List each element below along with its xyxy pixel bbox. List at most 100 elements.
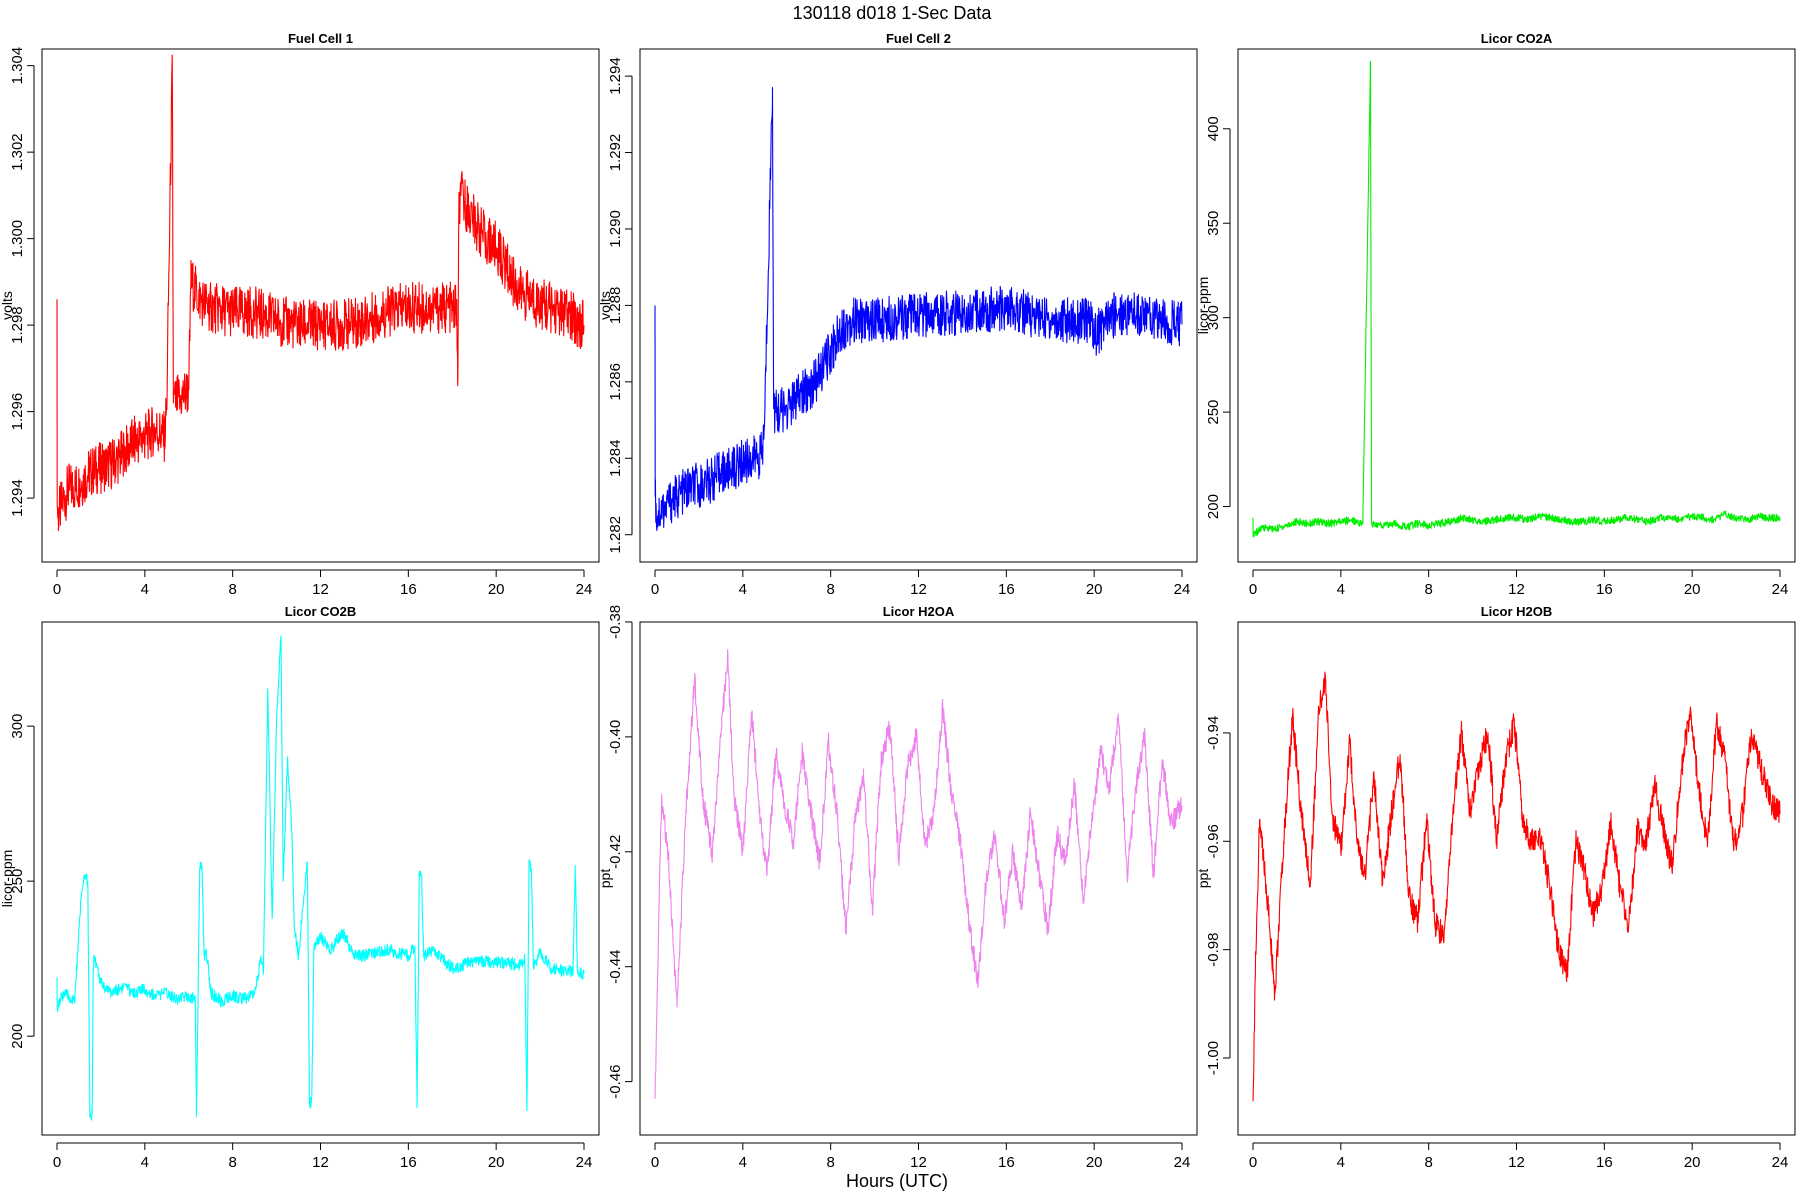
chart-panel-2: Fuel Cell 2 volts 0 4 8 12 16 20 24 1.282 1.284 1.2… bbox=[597, 31, 1198, 598]
y-tick-label: 1.304 bbox=[9, 47, 26, 85]
series-line bbox=[56, 635, 585, 1121]
chart-panel-3: Licor CO2A licor-ppm 0 4 8 12 16 20 24 200 250 300 3… bbox=[1195, 31, 1796, 598]
plot-box bbox=[1237, 48, 1796, 563]
y-tick-label: 1.300 bbox=[9, 220, 26, 258]
x-tick-label: 4 bbox=[739, 1154, 747, 1171]
y-tick-label: 1.288 bbox=[607, 287, 624, 325]
x-tick-label: 4 bbox=[1337, 581, 1345, 598]
panel-title: Fuel Cell 2 bbox=[886, 31, 951, 46]
x-tick-label: 0 bbox=[1249, 581, 1257, 598]
x-tick-label: 24 bbox=[1772, 1154, 1789, 1171]
x-tick-label: 8 bbox=[826, 581, 834, 598]
x-tick-label: 12 bbox=[312, 1154, 329, 1171]
x-tick-label: 0 bbox=[651, 581, 659, 598]
panel-title: Licor H2OB bbox=[1481, 604, 1553, 619]
plot-box bbox=[639, 48, 1198, 563]
chart-panels: Fuel Cell 1 volts 0 4 8 12 16 20 24 1.294 1.296 1.2… bbox=[0, 31, 1796, 1171]
x-tick-label: 24 bbox=[1174, 581, 1191, 598]
panel-title: Licor CO2A bbox=[1481, 31, 1553, 46]
plot-box bbox=[639, 621, 1198, 1136]
y-tick-label: 200 bbox=[9, 1024, 26, 1049]
y-tick-label: 200 bbox=[1205, 494, 1222, 519]
series-line bbox=[654, 87, 1183, 532]
x-tick-label: 20 bbox=[1684, 1154, 1701, 1171]
x-tick-label: 20 bbox=[1086, 1154, 1103, 1171]
y-axis-label: ppt bbox=[597, 869, 613, 889]
x-tick-label: 12 bbox=[1508, 1154, 1525, 1171]
y-tick-label: 1.286 bbox=[607, 363, 624, 401]
x-tick-label: 0 bbox=[651, 1154, 659, 1171]
x-tick-label: 8 bbox=[1424, 1154, 1432, 1171]
x-tick-label: 16 bbox=[998, 581, 1015, 598]
y-tick-label: 400 bbox=[1205, 116, 1222, 141]
x-tick-label: 12 bbox=[910, 581, 927, 598]
x-tick-label: 16 bbox=[1596, 1154, 1613, 1171]
y-tick-label: 300 bbox=[1205, 305, 1222, 330]
x-tick-label: 12 bbox=[910, 1154, 927, 1171]
x-tick-label: 20 bbox=[1086, 581, 1103, 598]
y-tick-label: 1.290 bbox=[607, 210, 624, 248]
series-line bbox=[1252, 60, 1781, 538]
x-tick-label: 0 bbox=[53, 1154, 61, 1171]
chart-panel-4: Licor CO2B licor-ppm 0 4 8 12 16 20 24 200 250 300 bbox=[0, 604, 600, 1171]
x-tick-label: 8 bbox=[228, 581, 236, 598]
x-tick-label: 12 bbox=[312, 581, 329, 598]
series-line bbox=[1252, 671, 1781, 1102]
x-tick-label: 16 bbox=[1596, 581, 1613, 598]
x-tick-label: 16 bbox=[998, 1154, 1015, 1171]
x-tick-label: 0 bbox=[1249, 1154, 1257, 1171]
y-tick-label: -0.44 bbox=[607, 950, 624, 984]
y-tick-label: -0.94 bbox=[1205, 716, 1222, 750]
panel-title: Licor H2OA bbox=[883, 604, 955, 619]
y-tick-label: -0.38 bbox=[607, 605, 624, 639]
x-tick-label: 8 bbox=[826, 1154, 834, 1171]
x-tick-label: 0 bbox=[53, 581, 61, 598]
y-axis-label: ppt bbox=[1195, 869, 1211, 889]
y-axis-label: volts bbox=[597, 291, 613, 320]
x-tick-label: 24 bbox=[576, 581, 593, 598]
x-tick-label: 4 bbox=[739, 581, 747, 598]
x-tick-label: 20 bbox=[488, 1154, 505, 1171]
x-tick-label: 20 bbox=[1684, 581, 1701, 598]
chart-panel-1: Fuel Cell 1 volts 0 4 8 12 16 20 24 1.294 1.296 1.2… bbox=[0, 31, 600, 598]
y-tick-label: -1.00 bbox=[1205, 1041, 1222, 1075]
chart-panel-5: Licor H2OA ppt 0 4 8 12 16 20 24 -0.46 -0.44 -0.42 -… bbox=[597, 604, 1198, 1171]
y-tick-label: -0.40 bbox=[607, 720, 624, 754]
y-axis-label: volts bbox=[0, 291, 15, 320]
panel-title: Fuel Cell 1 bbox=[288, 31, 353, 46]
x-tick-label: 16 bbox=[400, 1154, 417, 1171]
x-tick-label: 24 bbox=[1772, 581, 1789, 598]
x-tick-label: 4 bbox=[141, 581, 149, 598]
y-tick-label: 250 bbox=[1205, 400, 1222, 425]
x-tick-label: 8 bbox=[228, 1154, 236, 1171]
y-tick-label: 1.284 bbox=[607, 440, 624, 478]
x-tick-label: 20 bbox=[488, 581, 505, 598]
y-tick-label: -0.96 bbox=[1205, 824, 1222, 858]
y-tick-label: 250 bbox=[9, 869, 26, 894]
y-tick-label: -0.42 bbox=[607, 835, 624, 869]
y-tick-label: 1.302 bbox=[9, 133, 26, 171]
y-tick-label: -0.98 bbox=[1205, 933, 1222, 967]
plot-box bbox=[1237, 621, 1796, 1136]
y-tick-label: 1.298 bbox=[9, 306, 26, 344]
y-tick-label: 300 bbox=[9, 714, 26, 739]
y-tick-label: 1.294 bbox=[607, 57, 624, 95]
plot-box bbox=[41, 621, 600, 1136]
x-tick-label: 4 bbox=[141, 1154, 149, 1171]
x-tick-label: 24 bbox=[1174, 1154, 1191, 1171]
y-tick-label: 1.294 bbox=[9, 479, 26, 517]
y-tick-label: 1.296 bbox=[9, 393, 26, 431]
figure-xlabel: Hours (UTC) bbox=[846, 1171, 948, 1191]
x-tick-label: 16 bbox=[400, 581, 417, 598]
chart-panel-6: Licor H2OB ppt 0 4 8 12 16 20 24 -1.00 -0.98 -0.96 -… bbox=[1195, 604, 1796, 1171]
panel-title: Licor CO2B bbox=[285, 604, 357, 619]
y-tick-label: 350 bbox=[1205, 211, 1222, 236]
series-line bbox=[654, 648, 1183, 1099]
y-tick-label: -0.46 bbox=[607, 1065, 624, 1099]
x-tick-label: 12 bbox=[1508, 581, 1525, 598]
series-line bbox=[56, 54, 585, 532]
y-axis-label: licor-ppm bbox=[1195, 277, 1211, 335]
y-tick-label: 1.282 bbox=[607, 516, 624, 554]
x-tick-label: 24 bbox=[576, 1154, 593, 1171]
